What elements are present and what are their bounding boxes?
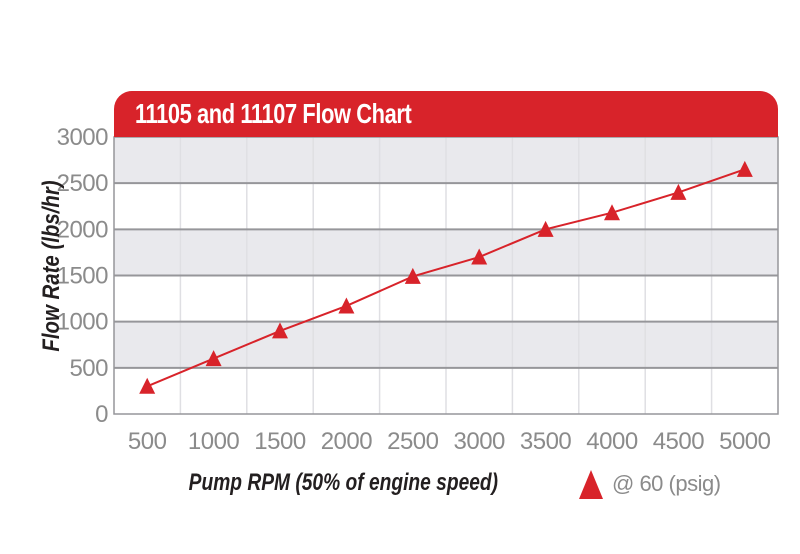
- y-tick-label: 2500: [57, 170, 109, 197]
- plot-border: [113, 136, 779, 415]
- x-tick-label: 4500: [653, 428, 705, 455]
- data-point-marker: [736, 160, 753, 177]
- y-tick-label: 2000: [57, 216, 109, 243]
- x-tick-label: 5000: [719, 428, 771, 455]
- legend-label: @ 60 (psig): [612, 471, 721, 496]
- x-axis-title-text: Pump RPM (50% of engine speed): [188, 469, 499, 496]
- chart-title: 11105 and 11107 Flow Chart: [135, 98, 412, 129]
- y-tick-label: 0: [95, 401, 108, 428]
- data-point-marker: [471, 248, 488, 265]
- data-point-marker: [604, 204, 620, 221]
- y-tick-label: 3000: [57, 124, 109, 151]
- chart-title-bar: 11105 and 11107 Flow Chart: [114, 91, 778, 137]
- x-tick-label: 3500: [520, 428, 572, 455]
- y-tick-label: 500: [69, 355, 108, 382]
- data-point-marker: [205, 350, 222, 367]
- legend: @ 60 (psig): [579, 468, 721, 500]
- x-tick-label: 1000: [188, 428, 240, 455]
- x-tick-label: 1500: [254, 428, 306, 455]
- data-point-marker: [338, 297, 355, 314]
- x-tick-label: 4000: [586, 428, 638, 455]
- data-point-marker: [537, 220, 554, 237]
- data-point-marker: [670, 183, 687, 200]
- data-point-marker: [404, 267, 421, 284]
- y-axis-title: Flow Rate (lbs/hr): [38, 180, 65, 352]
- x-tick-label: 3000: [454, 428, 506, 455]
- data-point-marker: [139, 377, 156, 394]
- series-line: [146, 168, 746, 388]
- y-tick-label: 1500: [57, 263, 109, 290]
- legend-triangle-icon: [579, 469, 603, 499]
- x-tick-label: 500: [128, 428, 167, 455]
- x-tick-label: 2000: [321, 428, 373, 455]
- x-tick-label: 2500: [387, 428, 439, 455]
- data-point-marker: [272, 322, 288, 339]
- y-tick-label: 1000: [57, 309, 109, 336]
- x-axis-title: Pump RPM (50% of engine speed): [150, 469, 498, 497]
